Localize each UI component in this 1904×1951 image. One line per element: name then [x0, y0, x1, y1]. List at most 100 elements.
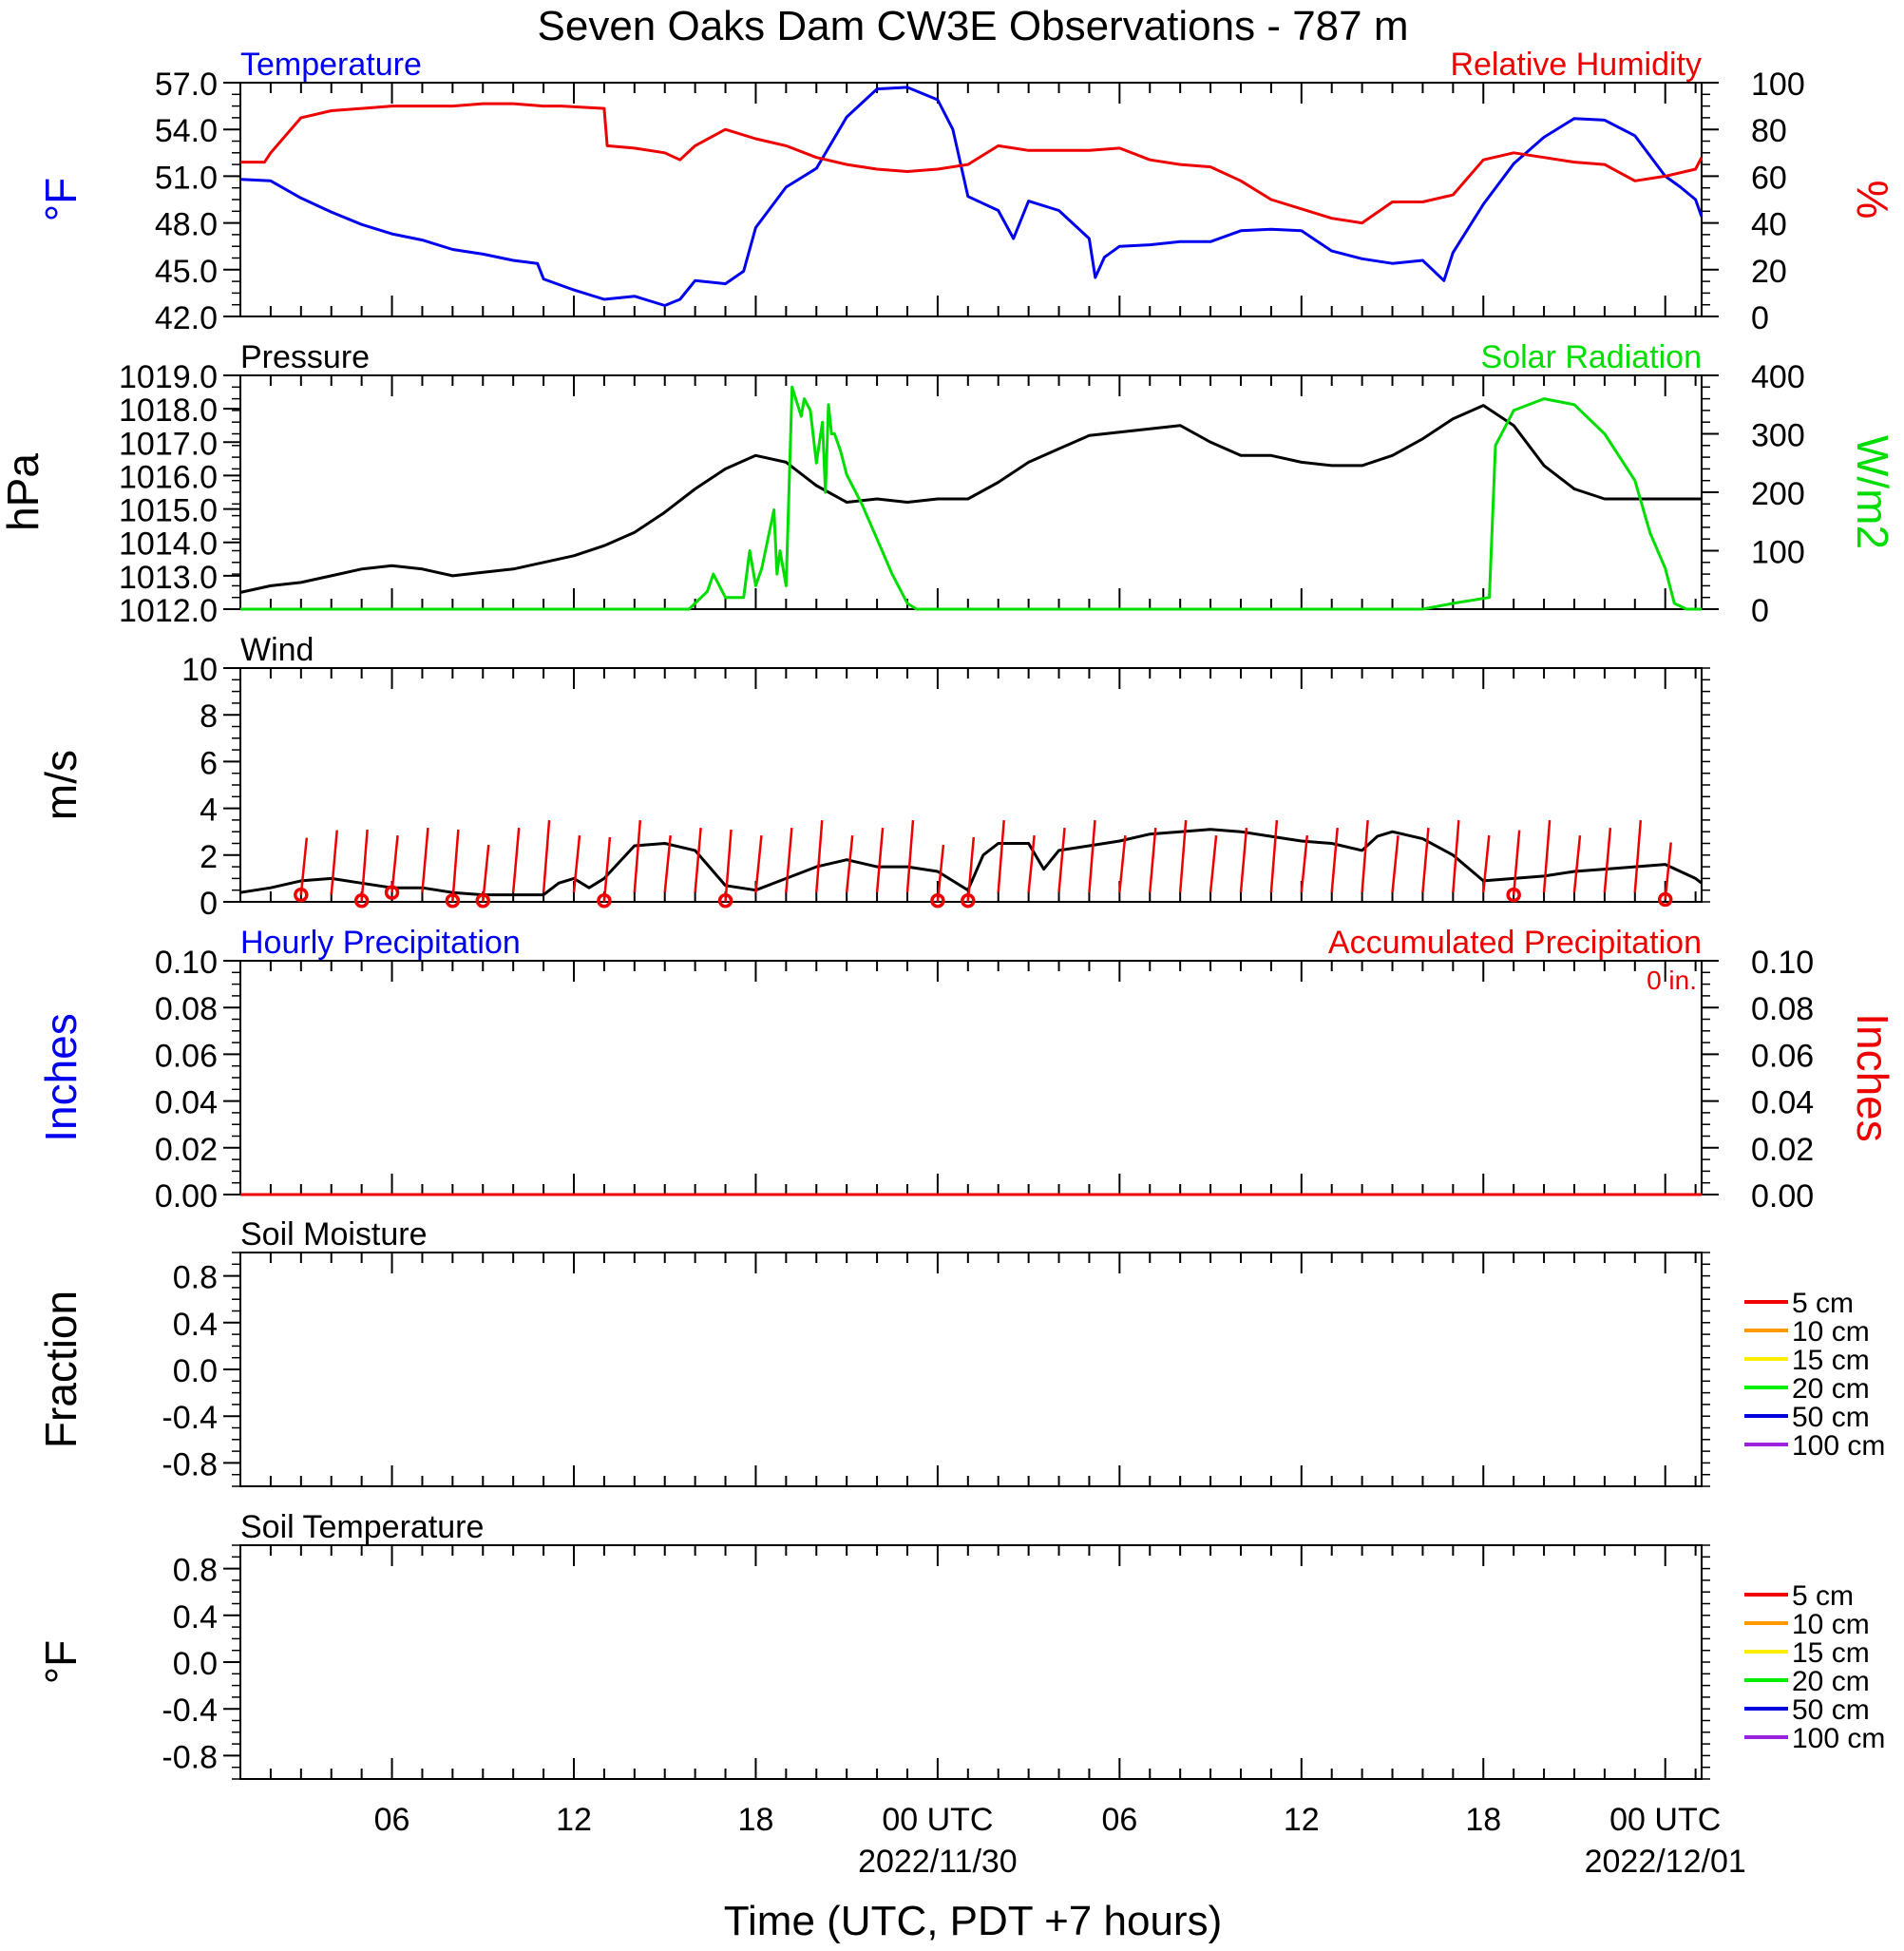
- panel-title-right: Solar Radiation: [1481, 339, 1702, 375]
- panel-title-right: Relative Humidity: [1450, 47, 1702, 83]
- y-axis-title-right: Inches: [1848, 1013, 1897, 1142]
- y-tick-label-left: 0.04: [155, 1085, 218, 1121]
- wind-barb: [633, 820, 642, 893]
- y-tick-label-left: -0.4: [162, 1693, 218, 1729]
- wind-barb: [997, 820, 1005, 893]
- y-axis-title-left: Inches: [36, 1013, 86, 1142]
- y-tick-label-left: 8: [200, 698, 218, 735]
- wind-barb: [1391, 835, 1399, 893]
- y-tick-label-left: -0.8: [162, 1446, 218, 1482]
- legend-label: 10 cm: [1792, 1316, 1870, 1348]
- panel-title-left: Hourly Precipitation: [240, 925, 521, 961]
- x-tick-label: 00 UTC: [882, 1802, 993, 1838]
- legend-label: 100 cm: [1792, 1430, 1885, 1462]
- wind-barb: [754, 835, 763, 893]
- panel-title-left: Pressure: [240, 339, 370, 375]
- y-tick-label-left: 0.4: [173, 1599, 218, 1635]
- panel-title-left: Soil Moisture: [240, 1216, 428, 1253]
- y-tick-label-right: 0: [1751, 593, 1769, 629]
- y-tick-label-right: 400: [1751, 359, 1805, 395]
- wind-barb: [1452, 820, 1460, 893]
- y-tick-label-left: 4: [200, 793, 218, 829]
- calm-marker: [717, 893, 733, 909]
- wind-barb: [511, 828, 521, 893]
- y-tick-label-left: 0.0: [173, 1353, 218, 1389]
- panel-2: 1012.01013.01014.01015.01016.01017.01018…: [0, 339, 1897, 629]
- x-tick-label: 12: [1284, 1802, 1320, 1838]
- x-tick-date: 2022/12/01: [1585, 1844, 1746, 1880]
- y-tick-label-right: 100: [1751, 535, 1805, 571]
- wind-barb: [330, 830, 338, 895]
- y-tick-label-left: 0.08: [155, 991, 218, 1027]
- x-tick-date: 2022/11/30: [858, 1844, 1018, 1880]
- wind-barb: [1512, 830, 1521, 895]
- y-axis-title-right: %: [1848, 181, 1897, 220]
- legend-label: 50 cm: [1792, 1402, 1870, 1433]
- series-line-relative-humidity: [240, 102, 1704, 225]
- wind-barb: [451, 829, 460, 903]
- plot-frame: [239, 1544, 1703, 1780]
- series-line-pressure: [239, 404, 1702, 594]
- panel-3: 0 2 4 6 8 10 Wind m/s: [36, 632, 1710, 922]
- wind-barb: [390, 835, 399, 893]
- y-tick-label-left: -0.4: [162, 1400, 218, 1436]
- y-tick-label-left: 0: [200, 886, 218, 922]
- y-tick-label-right: 0.04: [1751, 1085, 1814, 1121]
- y-tick-label-left: 1017.0: [119, 426, 218, 462]
- wind-barb: [1118, 835, 1127, 893]
- calm-marker: [1506, 887, 1521, 903]
- wind-barb: [1209, 835, 1218, 893]
- wind-barb: [905, 820, 915, 893]
- y-tick-label-left: -0.8: [162, 1739, 218, 1775]
- wind-barb: [360, 829, 369, 903]
- wind-barb: [1572, 835, 1582, 893]
- x-tick-label: 12: [556, 1802, 592, 1838]
- wind-barb: [482, 844, 490, 903]
- y-tick-label-right: 20: [1751, 254, 1787, 290]
- y-tick-label-right: 0.02: [1751, 1132, 1814, 1168]
- wind-barb: [1482, 835, 1491, 893]
- calm-marker: [961, 893, 976, 909]
- y-tick-label-right: 200: [1751, 476, 1805, 512]
- legend-label: 50 cm: [1792, 1694, 1870, 1726]
- panel-5: -0.8 -0.4 0.0 0.4 0.8 Soil Moisture Fraction 5 …: [36, 1216, 1885, 1487]
- wind-barb: [724, 829, 733, 903]
- panel-title-left: Soil Temperature: [240, 1509, 484, 1545]
- plot-frame: [239, 960, 1703, 1195]
- wind-barb: [1269, 820, 1279, 893]
- y-tick-label-left: 0.00: [155, 1178, 218, 1215]
- calm-marker: [475, 893, 491, 909]
- y-tick-label-left: 42.0: [155, 300, 218, 336]
- y-axis-title-left: Fraction: [36, 1291, 86, 1448]
- wind-barb: [966, 836, 976, 903]
- y-tick-label-left: 1016.0: [119, 459, 218, 495]
- wind-barb: [1330, 828, 1339, 893]
- y-tick-label-right: 0.08: [1751, 991, 1814, 1027]
- plot-frame: [239, 1252, 1703, 1487]
- wind-barb: [815, 820, 824, 893]
- wind-barb: [785, 828, 793, 893]
- wind-barb: [1603, 828, 1612, 893]
- wind-barb: [1542, 820, 1552, 893]
- x-tick-label: 18: [738, 1802, 774, 1838]
- legend-label: 5 cm: [1792, 1288, 1854, 1319]
- wind-barb: [936, 844, 945, 903]
- wind-barb: [1633, 820, 1643, 893]
- wind-barb: [421, 828, 429, 893]
- y-tick-label-left: 0.0: [173, 1646, 218, 1682]
- x-axis-label: Time (UTC, PDT +7 hours): [724, 1898, 1222, 1944]
- panel-4: 0.00 0.02 0.04 0.06 0.08 0.10 0.00 0.02 0.04 0.06…: [36, 925, 1897, 1215]
- wind-barb: [572, 835, 581, 893]
- wind-barb: [1239, 828, 1248, 893]
- legend-label: 20 cm: [1792, 1666, 1870, 1697]
- y-tick-label-right: 40: [1751, 207, 1787, 243]
- panel-title-left: Wind: [240, 632, 314, 668]
- y-tick-label-right: 60: [1751, 160, 1787, 196]
- y-tick-label-left: 0.4: [173, 1307, 218, 1343]
- x-tick-label: 00 UTC: [1609, 1802, 1721, 1838]
- y-axis-title-left: m/s: [36, 750, 86, 820]
- y-tick-label-left: 54.0: [155, 113, 218, 149]
- y-tick-label-left: 51.0: [155, 160, 218, 196]
